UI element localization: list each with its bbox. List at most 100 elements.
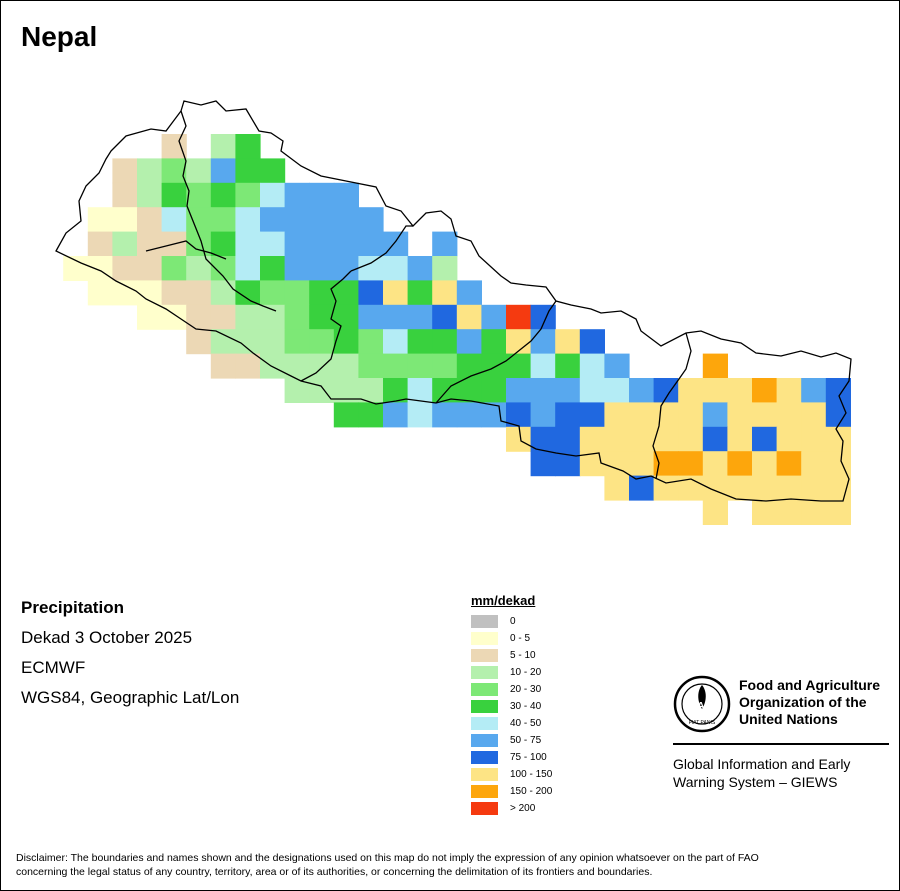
grid-cell <box>186 280 212 306</box>
grid-cell <box>481 304 507 330</box>
province-boundary-6 <box>652 332 692 480</box>
legend-swatch <box>471 717 498 730</box>
variable-label: Precipitation <box>21 598 124 617</box>
legend-swatch <box>471 683 498 696</box>
legend-item: 100 - 150 <box>471 766 552 783</box>
grid-cell <box>333 402 359 428</box>
grid-cell <box>235 256 261 281</box>
grid-cell <box>653 378 679 403</box>
grid-cell <box>112 182 138 208</box>
province-boundary-1 <box>145 240 227 260</box>
grid-cell <box>727 475 753 501</box>
grid-cell <box>137 256 163 281</box>
grid-cell <box>752 500 778 525</box>
grid-cell <box>309 231 335 257</box>
legend-swatch <box>471 615 498 628</box>
grid-cell <box>407 402 433 428</box>
grid-cell <box>776 475 802 501</box>
grid-cell <box>235 158 261 184</box>
grid-cell <box>137 182 163 208</box>
grid-cell <box>432 402 458 428</box>
source-label: ECMWF <box>21 658 86 677</box>
grid-cell <box>333 182 359 208</box>
grid-cell <box>260 182 286 208</box>
country-outline <box>55 100 852 502</box>
grid-cell <box>825 402 851 428</box>
grid-cell <box>825 426 851 452</box>
grid-cell <box>752 426 778 452</box>
grid-cell <box>161 207 187 233</box>
grid-cell <box>309 256 335 281</box>
legend-swatch <box>471 802 498 815</box>
grid-cell <box>481 329 507 355</box>
grid-cell <box>358 256 384 281</box>
grid-cell <box>629 378 655 403</box>
admin-boundaries <box>55 100 852 502</box>
grid-cell <box>260 280 286 306</box>
grid-cell <box>210 304 236 330</box>
legend-item: 150 - 200 <box>471 783 552 800</box>
grid-cell <box>481 402 507 428</box>
grid-cell <box>727 451 753 477</box>
grid-cell <box>112 256 138 281</box>
grid-cell <box>530 304 556 330</box>
grid-cell <box>235 207 261 233</box>
grid-cell <box>702 451 728 477</box>
grid-cell <box>358 378 384 403</box>
grid-cell <box>555 353 581 379</box>
grid-cell <box>358 329 384 355</box>
grid-cell <box>629 426 655 452</box>
fao-logo-text: FAO <box>692 701 713 712</box>
province-boundary-2 <box>178 110 277 312</box>
legend-item: 10 - 20 <box>471 664 552 681</box>
grid-cell <box>506 329 532 355</box>
legend-items: 0 0 - 5 5 - 10 10 - 20 20 - 30 30 - 40 40 - 50… <box>471 613 552 817</box>
grid-cell <box>161 134 187 159</box>
grid-cell <box>579 378 605 403</box>
legend-label: 100 - 150 <box>510 769 553 780</box>
precipitation-map <box>55 100 852 525</box>
legend-label: > 200 <box>510 803 536 814</box>
province-boundary-5 <box>435 300 557 404</box>
legend-label: 50 - 75 <box>510 735 542 746</box>
grid-cell <box>678 451 704 477</box>
grid-cell <box>309 304 335 330</box>
grid-cell <box>752 378 778 403</box>
grid-cell <box>358 280 384 306</box>
grid-cell <box>210 134 236 159</box>
system-name-line-2: Warning System – GIEWS <box>673 774 838 790</box>
grid-cell <box>702 475 728 501</box>
grid-cell <box>727 426 753 452</box>
grid-cell <box>284 329 310 355</box>
grid-cell <box>432 329 458 355</box>
grid-cell <box>555 329 581 355</box>
legend-swatch <box>471 649 498 662</box>
grid-cell <box>260 256 286 281</box>
grid-cell <box>604 402 630 428</box>
grid-cell <box>481 378 507 403</box>
grid-cell <box>235 134 261 159</box>
grid-cell <box>284 280 310 306</box>
grid-cell <box>407 280 433 306</box>
grid-cell <box>776 451 802 477</box>
grid-cell <box>702 500 728 525</box>
grid-cell <box>383 256 409 281</box>
period-label: Dekad 3 October 2025 <box>21 628 193 647</box>
grid-cell <box>407 256 433 281</box>
grid-cell <box>186 158 212 184</box>
grid-cell <box>555 378 581 403</box>
legend-title: mm/dekad <box>471 593 536 608</box>
grid-cell <box>530 329 556 355</box>
grid-cell <box>260 304 286 330</box>
grid-cell <box>87 280 113 306</box>
grid-cell <box>284 207 310 233</box>
legend-swatch <box>471 785 498 798</box>
grid-cell <box>186 182 212 208</box>
grid-cell <box>579 329 605 355</box>
grid-cell <box>333 280 359 306</box>
legend-label: 10 - 20 <box>510 667 542 678</box>
grid-cell <box>456 280 482 306</box>
grid-cell <box>284 304 310 330</box>
grid-cell <box>481 353 507 379</box>
